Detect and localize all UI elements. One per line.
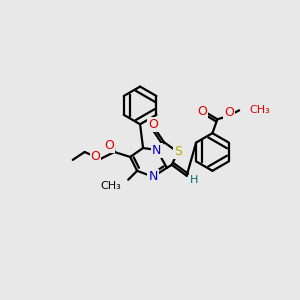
Text: O: O	[148, 118, 158, 131]
Text: O: O	[91, 150, 100, 164]
Text: N: N	[152, 143, 162, 157]
Text: O: O	[104, 139, 114, 152]
Text: S: S	[174, 146, 182, 158]
Text: N: N	[148, 170, 158, 183]
Text: O: O	[224, 106, 234, 119]
Text: H: H	[189, 175, 198, 185]
Text: O: O	[198, 105, 207, 118]
Text: CH₃: CH₃	[100, 181, 121, 191]
Text: CH₃: CH₃	[249, 105, 270, 116]
